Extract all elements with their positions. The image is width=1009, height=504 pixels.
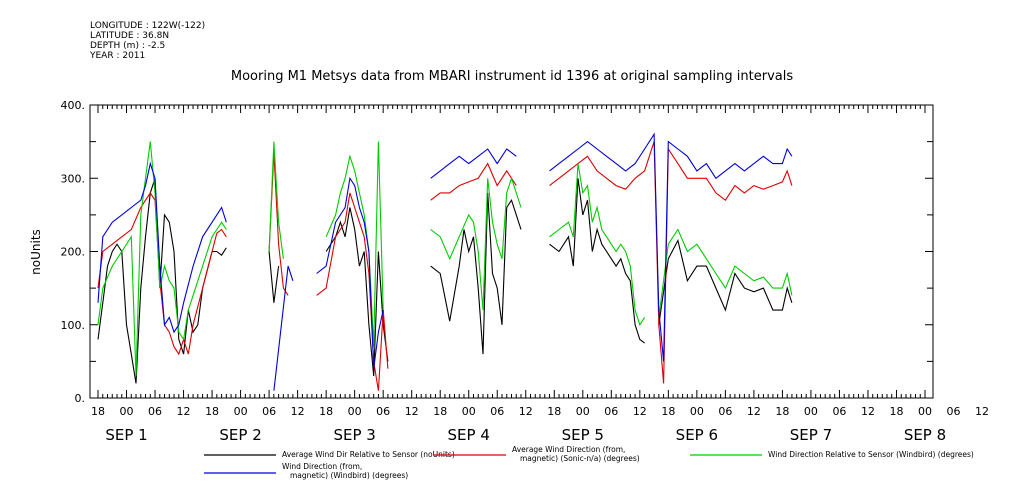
series-line [268, 141, 284, 259]
series-line [549, 141, 793, 384]
x-tick-label: 12 [291, 405, 305, 418]
day-label: SEP 7 [790, 426, 832, 444]
series-line [268, 251, 280, 303]
metadata-header: LONGITUDE : 122W(-122) LATITUDE : 36.8N … [90, 21, 205, 61]
x-tick-label: 12 [177, 405, 191, 418]
series-line [97, 141, 227, 377]
x-tick-label: 12 [747, 405, 761, 418]
x-tick-label: 06 [604, 405, 618, 418]
legend: Average Wind Dir Relative to Sensor (noU… [204, 445, 974, 480]
y-tick-label: 300. [61, 172, 86, 185]
x-tick-label: 18 [205, 405, 219, 418]
x-tick-label: 00 [462, 405, 476, 418]
latitude-label: LATITUDE : 36.8N [90, 31, 170, 41]
legend-label: Average Wind Direction (from, magnetic) (… [512, 445, 640, 463]
day-label: SEP 1 [105, 426, 147, 444]
x-tick-label: 00 [234, 405, 248, 418]
x-tick-label: 18 [775, 405, 789, 418]
series-line [316, 192, 389, 391]
y-tick-label: 200. [61, 246, 86, 259]
series-line [97, 191, 227, 356]
legend-label: Wind Direction Relative to Sensor (Windb… [768, 450, 974, 459]
x-tick-label: 00 [120, 405, 134, 418]
series-line [325, 207, 389, 377]
series-line [549, 132, 793, 362]
series-line [658, 228, 793, 318]
day-label: SEP 4 [448, 426, 490, 444]
x-tick-label: 06 [947, 405, 961, 418]
y-tick-label: 400. [61, 99, 86, 112]
series-line [97, 178, 227, 384]
x-tick-label: 18 [433, 405, 447, 418]
y-tick-label: 100. [61, 319, 86, 332]
series-line [430, 162, 517, 201]
x-tick-label: 12 [633, 405, 647, 418]
series-line [549, 163, 646, 327]
x-tick-label: 18 [547, 405, 561, 418]
x-tick-label: 06 [490, 405, 504, 418]
series-line [430, 192, 522, 355]
x-tick-label: 06 [262, 405, 276, 418]
x-tick-label: 06 [376, 405, 390, 418]
x-tick-label: 18 [91, 405, 105, 418]
legend-label: Wind Direction (from, magnetic) (Windbird… [282, 462, 408, 480]
series-line [97, 161, 227, 334]
x-tick-label: 12 [975, 405, 989, 418]
series-line [273, 265, 294, 391]
x-tick-label: 18 [661, 405, 675, 418]
x-day-labels: SEP 1 SEP 2 SEP 3 SEP 4 SEP 5 SEP 6 SEP 7 SEP 8 [105, 426, 946, 444]
x-tick-label: 12 [405, 405, 419, 418]
y-axis-label: noUnits [29, 229, 43, 275]
series-line [658, 238, 793, 325]
x-tick-label: 06 [718, 405, 732, 418]
y-tick-labels: 0. 100. 200. 300. 400. [61, 99, 86, 405]
longitude-label: LONGITUDE : 122W(-122) [90, 21, 206, 31]
series-line [430, 148, 517, 179]
x-tick-label: 00 [690, 405, 704, 418]
x-tick-label: 00 [348, 405, 362, 418]
x-tick-label: 06 [832, 405, 846, 418]
year-label: YEAR : 2011 [90, 51, 146, 61]
x-tick-label: 18 [889, 405, 903, 418]
day-label: SEP 2 [219, 426, 261, 444]
chart-title: Mooring M1 Metsys data from MBARI instru… [231, 69, 793, 84]
series-line [316, 176, 384, 369]
day-label: SEP 5 [562, 426, 604, 444]
x-tick-label: 12 [519, 405, 533, 418]
x-tick-labels: 18 00 06 12 18 00 06 12 18 00 06 12 18 00 06 12 18 00 06 12… [91, 405, 989, 418]
x-tick-label: 06 [148, 405, 162, 418]
series-line [549, 178, 645, 344]
series-line [430, 176, 522, 311]
day-label: SEP 8 [904, 426, 946, 444]
x-tick-label: 18 [319, 405, 333, 418]
y-tick-label: 0. [75, 392, 86, 405]
series-line [325, 141, 384, 347]
x-tick-label: 00 [576, 405, 590, 418]
axis-ticks [90, 104, 933, 399]
day-label: SEP 3 [333, 426, 375, 444]
x-tick-label: 00 [918, 405, 932, 418]
x-tick-label: 00 [804, 405, 818, 418]
x-tick-label: 12 [861, 405, 875, 418]
day-label: SEP 6 [676, 426, 718, 444]
depth-label: DEPTH (m) : -2.5 [90, 41, 166, 51]
data-series [97, 132, 793, 391]
legend-label: Average Wind Dir Relative to Sensor (noU… [282, 450, 455, 459]
